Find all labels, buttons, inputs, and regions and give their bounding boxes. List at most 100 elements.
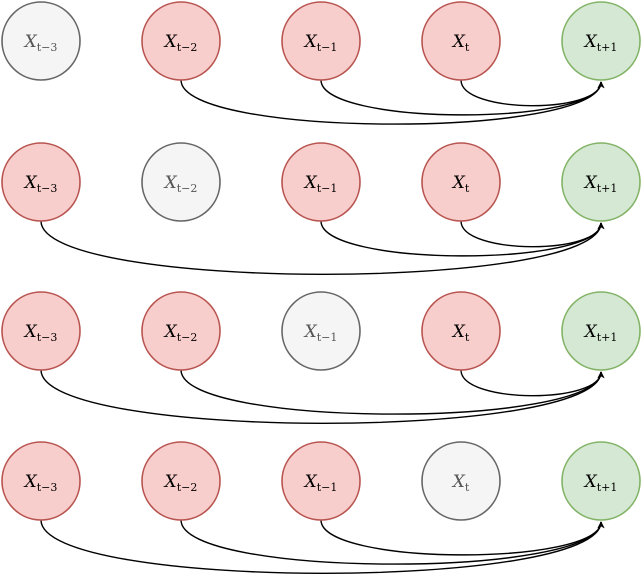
node-variable: X [451, 32, 466, 52]
edge-row1-t-to-target [460, 79, 605, 107]
node-label: Xt−1 [303, 322, 338, 344]
node-variable: X [451, 472, 466, 492]
node-label: Xt−2 [163, 322, 198, 344]
node-row3-masked: Xt−1 [281, 291, 361, 371]
node-subscript: t [465, 41, 470, 54]
node-variable: X [163, 472, 178, 492]
masked-node-circle [1, 1, 81, 81]
node-subscript: t+1 [597, 481, 618, 494]
node-row2-target: Xt+1 [561, 142, 641, 222]
node-label: Xt [451, 322, 470, 344]
observed-node-circle [1, 441, 81, 521]
edge-row3-tminus3-to-target [40, 369, 605, 424]
target-node-circle [561, 441, 641, 521]
node-variable: X [23, 32, 38, 52]
observed-node-circle [141, 1, 221, 81]
node-row4-observed: Xt−2 [141, 441, 221, 521]
edges-layer [40, 79, 605, 574]
node-subscript: t−1 [317, 182, 338, 195]
node-row1-observed: Xt [421, 1, 501, 81]
edge-row4-tminus3-to-target [40, 519, 605, 574]
node-variable: X [303, 322, 318, 342]
node-row3-target: Xt+1 [561, 291, 641, 371]
node-variable: X [163, 173, 178, 193]
node-variable: X [23, 173, 38, 193]
node-subscript: t−1 [317, 331, 338, 344]
node-row4-target: Xt+1 [561, 441, 641, 521]
edge-row1-tminus2-to-target [180, 79, 605, 125]
node-variable: X [583, 472, 598, 492]
masked-node-circle [141, 142, 221, 222]
edge-row3-t-to-target [460, 369, 605, 397]
edge-row2-tminus3-to-target [40, 220, 605, 275]
node-row4-masked: Xt [421, 441, 501, 521]
node-label: Xt [451, 32, 470, 54]
node-subscript: t+1 [597, 331, 618, 344]
observed-node-circle [281, 441, 361, 521]
node-subscript: t [465, 182, 470, 195]
node-label: Xt [451, 173, 470, 195]
node-variable: X [303, 173, 318, 193]
observed-node-circle [1, 142, 81, 222]
node-subscript: t−3 [37, 41, 58, 54]
observed-node-circle [281, 142, 361, 222]
node-row2-masked: Xt−2 [141, 142, 221, 222]
node-label: Xt [451, 472, 470, 494]
observed-node-circle [281, 1, 361, 81]
node-row3-observed: Xt [421, 291, 501, 371]
node-variable: X [451, 173, 466, 193]
node-subscript: t−2 [177, 331, 198, 344]
node-subscript: t−2 [177, 41, 198, 54]
node-label: Xt+1 [583, 32, 618, 54]
edge-row1-tminus1-to-target [320, 79, 605, 116]
node-label: Xt−1 [303, 32, 338, 54]
node-label: Xt−3 [23, 472, 58, 494]
edge-row2-tminus1-to-target [320, 220, 605, 257]
node-row2-observed: Xt−3 [1, 142, 81, 222]
node-subscript: t−1 [317, 41, 338, 54]
edge-row4-tminus1-to-target [320, 519, 605, 556]
edge-row4-tminus2-to-target [180, 519, 605, 565]
node-row3-observed: Xt−2 [141, 291, 221, 371]
masked-node-circle [421, 441, 501, 521]
observed-node-circle [421, 291, 501, 371]
node-row2-observed: Xt−1 [281, 142, 361, 222]
node-label: Xt+1 [583, 472, 618, 494]
node-label: Xt−2 [163, 32, 198, 54]
node-row1-observed: Xt−1 [281, 1, 361, 81]
node-label: Xt−3 [23, 32, 58, 54]
node-variable: X [303, 472, 318, 492]
node-variable: X [303, 32, 318, 52]
observed-node-circle [1, 291, 81, 371]
node-row2-observed: Xt [421, 142, 501, 222]
node-row1-observed: Xt−2 [141, 1, 221, 81]
target-node-circle [561, 1, 641, 81]
node-subscript: t+1 [597, 182, 618, 195]
masked-node-circle [281, 291, 361, 371]
observed-node-circle [421, 1, 501, 81]
node-subscript: t−2 [177, 481, 198, 494]
node-variable: X [583, 322, 598, 342]
node-variable: X [163, 322, 178, 342]
observed-node-circle [141, 441, 221, 521]
node-variable: X [451, 322, 466, 342]
node-subscript: t−3 [37, 481, 58, 494]
nodes-layer: Xt−3 Xt−2 Xt−1 Xt Xt+1Xt−3 Xt−2 Xt−1 Xt Xt+1Xt−3… [1, 1, 641, 521]
node-subscript: t−3 [37, 182, 58, 195]
node-row1-masked: Xt−3 [1, 1, 81, 81]
node-variable: X [23, 322, 38, 342]
observed-node-circle [141, 291, 221, 371]
node-subscript: t−1 [317, 481, 338, 494]
node-variable: X [163, 32, 178, 52]
node-variable: X [583, 173, 598, 193]
node-subscript: t+1 [597, 41, 618, 54]
node-label: Xt−3 [23, 173, 58, 195]
node-row4-observed: Xt−1 [281, 441, 361, 521]
node-subscript: t−2 [177, 182, 198, 195]
node-label: Xt+1 [583, 322, 618, 344]
node-label: Xt−1 [303, 173, 338, 195]
node-label: Xt−1 [303, 472, 338, 494]
observed-node-circle [421, 142, 501, 222]
node-subscript: t [465, 481, 470, 494]
